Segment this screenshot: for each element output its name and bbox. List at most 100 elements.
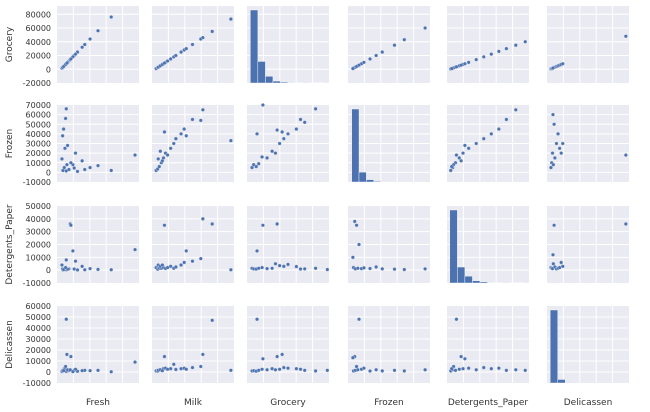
histogram-bar [272, 80, 281, 84]
scatter-point [68, 367, 73, 372]
scatter-point [88, 368, 93, 373]
scatter-point [551, 112, 555, 117]
scatter-point [179, 131, 184, 136]
histogram-bar [351, 108, 360, 183]
scatter-point [80, 368, 85, 373]
scatter-point [68, 160, 73, 165]
panel-detergents_paper-frozen [348, 206, 430, 283]
scatter-point [265, 367, 270, 372]
scatter-point [423, 266, 428, 271]
scatter-point [361, 60, 366, 65]
scatter-point [286, 366, 290, 371]
panel-background [547, 6, 629, 83]
scatter-point [200, 35, 205, 40]
panel-grocery-detergents_paper [447, 6, 529, 83]
scatter-point [275, 222, 280, 226]
scatter-point [474, 367, 479, 372]
histogram-bar [373, 181, 382, 183]
histogram-bar [366, 179, 374, 183]
scatter-point [559, 260, 564, 265]
scatter-point [457, 155, 462, 160]
histogram-bar [457, 266, 466, 284]
scatter-point [254, 164, 259, 169]
histogram-bar [449, 209, 458, 284]
scatter-point [200, 216, 205, 221]
scatter-point [156, 156, 161, 161]
scatter-point [459, 63, 464, 68]
scatter-point [560, 61, 565, 66]
scatter-point [66, 167, 71, 172]
scatter-point [380, 266, 385, 271]
scatter-point [73, 151, 78, 156]
scatter-point [200, 107, 205, 112]
scatter-point [68, 56, 73, 61]
scatter-point [88, 37, 93, 41]
scatter-point [88, 165, 93, 170]
y-axis-label-delicassen: Delicassen [5, 320, 15, 369]
scatter-point [75, 169, 80, 174]
scatter-point [260, 356, 265, 361]
scatter-point [313, 106, 318, 111]
scatter-point [96, 28, 100, 33]
scatter-point [273, 367, 278, 372]
panel-frozen-detergents_paper [447, 105, 529, 182]
scatter-point [61, 127, 66, 132]
scatter-point [260, 155, 265, 159]
scatter-point [255, 131, 259, 136]
scatter-point [466, 146, 471, 151]
scatter-point [65, 143, 70, 148]
y-tick-label: 40000 [26, 130, 51, 139]
scatter-point [623, 34, 628, 39]
scatter-point [298, 367, 303, 372]
scatter-point [402, 368, 407, 373]
y-tick-label: 60000 [26, 302, 51, 311]
scatter-point [354, 364, 359, 369]
scatter-point [368, 56, 372, 61]
panel-grocery-frozen [348, 6, 430, 83]
scatter-point [277, 367, 282, 372]
scatter-point [392, 368, 397, 373]
scatter-point [523, 368, 528, 373]
scatter-point [96, 368, 100, 373]
scatter-point [82, 42, 87, 47]
scatter-point [489, 366, 494, 371]
scatter-point [133, 247, 137, 252]
scatter-point [325, 368, 330, 373]
scatter-point [60, 133, 65, 138]
panel-detergents_paper-detergents_paper [447, 206, 529, 284]
histogram-bar [265, 76, 274, 84]
panel-frozen-fresh [57, 105, 139, 182]
scatter-point [461, 366, 465, 371]
scatter-point [190, 117, 195, 122]
scatter-point [160, 263, 165, 267]
scatter-point [88, 266, 93, 271]
scatter-point [453, 368, 458, 373]
y-tick-label: 0 [46, 168, 51, 177]
scatter-point [182, 127, 187, 132]
scatter-point [481, 136, 486, 141]
scatter-point [157, 164, 162, 169]
scatter-point [623, 153, 628, 157]
scatter-point [552, 223, 557, 228]
y-tick-label: 80000 [26, 10, 51, 19]
panel-delicassen-delicassen [547, 306, 629, 384]
scatter-point [462, 61, 467, 66]
scatter-point [556, 131, 560, 136]
y-tick-label: -10000 [23, 178, 51, 187]
y-tick-label: 20000 [26, 149, 51, 158]
scatter-point [210, 318, 215, 323]
x-axis-label-fresh: Fresh [86, 398, 110, 408]
panel-detergents_paper-milk [152, 206, 234, 283]
scatter-point [302, 120, 307, 125]
panel-detergents_paper-delicassen [547, 206, 629, 283]
y-tick-label: 20000 [26, 241, 51, 250]
scatter-point [210, 29, 215, 34]
scatter-point [466, 60, 471, 65]
scatter-point [61, 368, 66, 373]
scatter-point [350, 355, 355, 360]
scatter-point [265, 155, 270, 160]
scatter-point [302, 266, 307, 271]
panel-background [57, 6, 139, 83]
scatter-point [255, 317, 259, 322]
scatter-point [158, 149, 163, 154]
